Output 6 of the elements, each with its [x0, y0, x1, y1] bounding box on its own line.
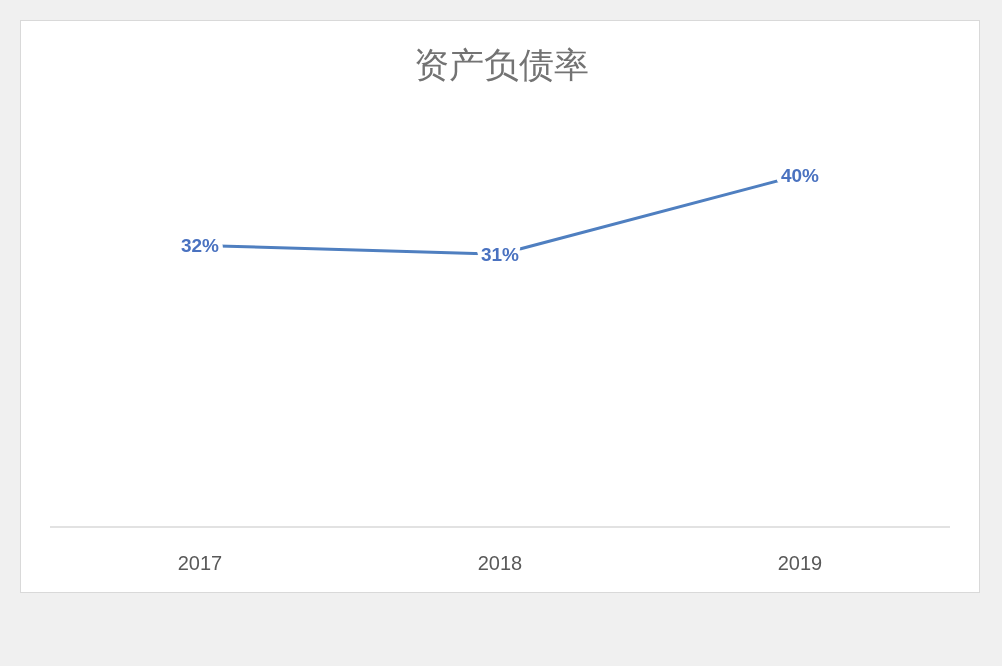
data-label: 40% — [780, 164, 820, 186]
x-tick-label: 2017 — [177, 552, 223, 574]
data-label: 32% — [180, 235, 220, 257]
x-tick-label: 2018 — [477, 552, 523, 574]
chart-title: 资产负债率 — [413, 46, 589, 86]
x-tick-label: 2019 — [777, 552, 823, 574]
